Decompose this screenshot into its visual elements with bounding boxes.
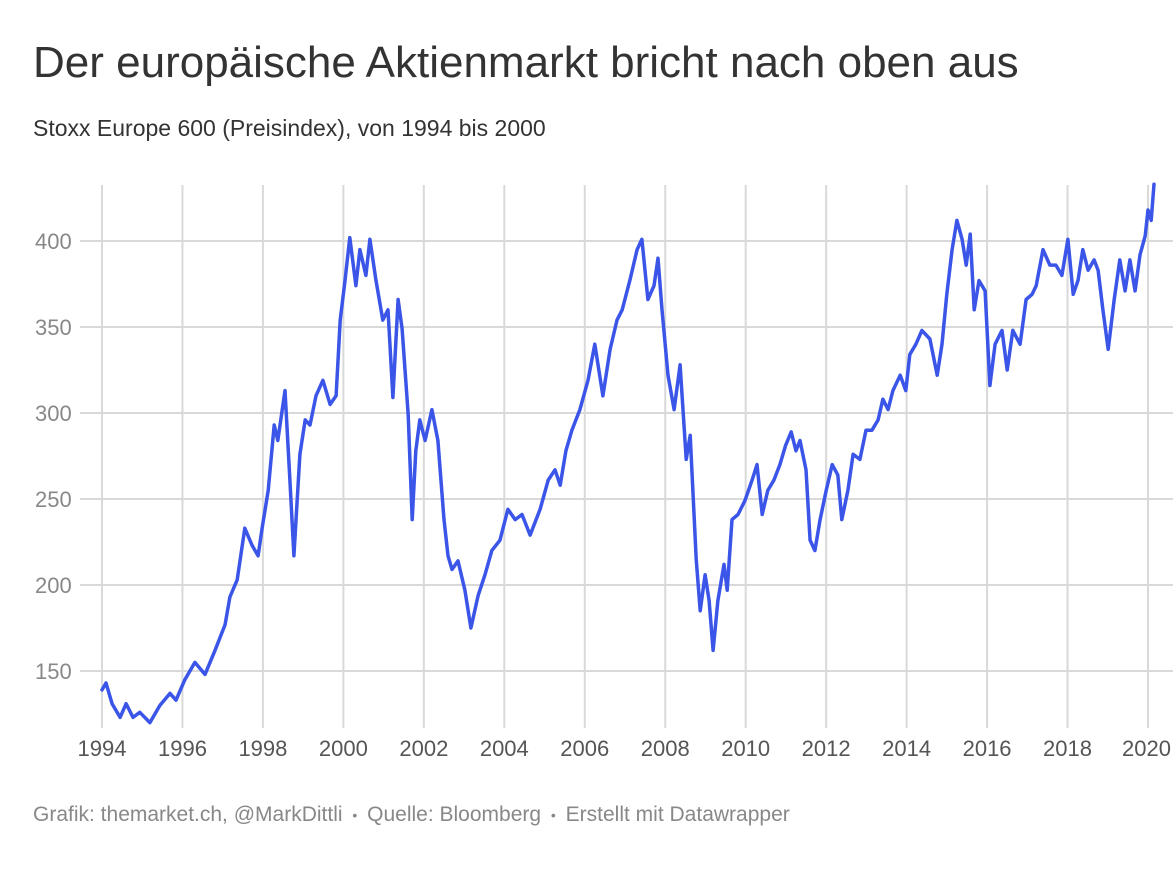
x-tick-label: 1996: [158, 736, 207, 761]
x-tick-label: 2006: [560, 736, 609, 761]
x-tick-label: 2016: [963, 736, 1012, 761]
x-tick-label: 1994: [78, 736, 127, 761]
vertical-gridlines: [101, 185, 1149, 728]
footer-source: Quelle: Bloomberg: [367, 803, 542, 826]
footer-separator: •: [550, 807, 556, 824]
chart-title: Der europäische Aktienmarkt bricht nach …: [33, 38, 1019, 87]
y-tick-label: 250: [35, 487, 72, 512]
x-tick-label: 2012: [802, 736, 851, 761]
x-tick-label: 2000: [319, 736, 368, 761]
x-tick-label: 2008: [641, 736, 690, 761]
footer-credit: Grafik: themarket.ch, @MarkDittli: [33, 803, 343, 826]
x-tick-label: 2002: [399, 736, 448, 761]
horizontal-gridlines: [80, 240, 1173, 672]
footer-tool: Erstellt mit Datawrapper: [565, 803, 790, 826]
y-tick-label: 350: [35, 315, 72, 340]
chart-subtitle: Stoxx Europe 600 (Preisindex), von 1994 …: [33, 115, 546, 141]
x-tick-label: 2018: [1043, 736, 1092, 761]
y-tick-label: 200: [35, 573, 72, 598]
y-tick-label: 150: [35, 659, 72, 684]
x-tick-label: 1998: [238, 736, 287, 761]
footer: Grafik: themarket.ch, @MarkDittli • Quel…: [33, 803, 790, 827]
x-axis-labels: 1994 1996 1998 2000 2002 2004 2006 2008 2010 2012…: [78, 736, 1171, 761]
x-tick-label: 2010: [721, 736, 770, 761]
y-axis-labels: 150 200 250 300 350 400: [35, 229, 72, 684]
y-tick-label: 300: [35, 401, 72, 426]
x-tick-label: 2014: [882, 736, 931, 761]
series-line: [100, 182, 1156, 725]
footer-separator: •: [352, 807, 358, 824]
x-tick-label: 2004: [480, 736, 529, 761]
x-tick-label: 2020: [1122, 736, 1171, 761]
y-tick-label: 400: [35, 229, 72, 254]
line-chart: 150 200 250 300 350 400 1994 1996 1998 2000 2002 2…: [35, 182, 1173, 761]
